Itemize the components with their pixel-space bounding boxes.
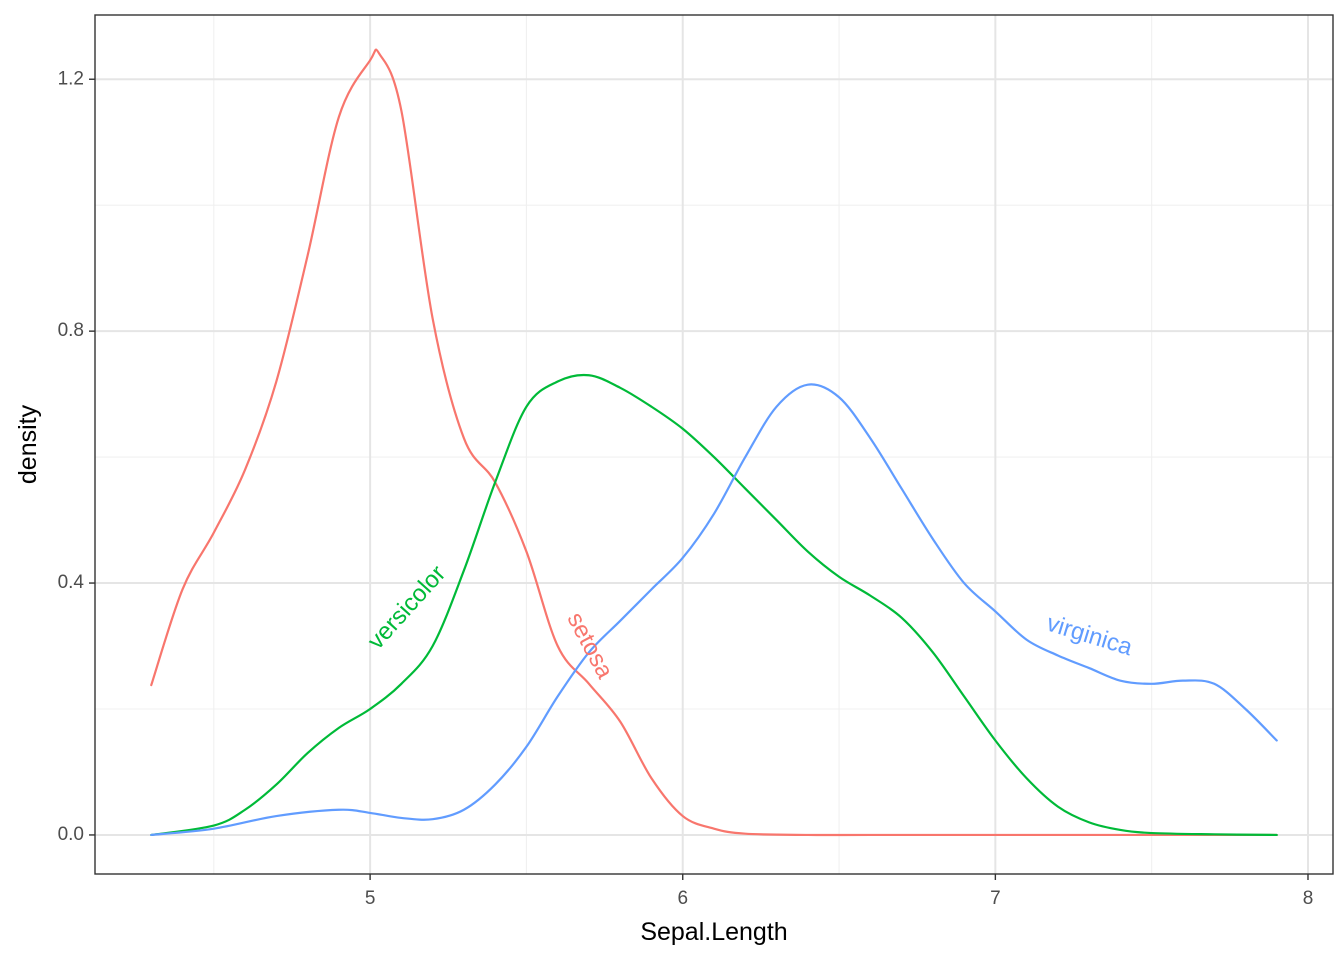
y-axis-ticks: 0.0 0.4 0.8 1.2 (58, 68, 95, 845)
y-tick-label: 0.0 (58, 824, 84, 845)
y-tick-label: 0.4 (58, 572, 85, 593)
x-axis-title: Sepal.Length (640, 918, 787, 946)
y-tick-label: 0.8 (58, 320, 84, 341)
x-tick-label: 6 (677, 888, 688, 909)
major-gridlines (95, 15, 1333, 874)
x-tick-label: 7 (990, 888, 1001, 909)
x-tick-label: 5 (365, 888, 376, 909)
series-line-versicolor (150, 373, 1278, 837)
panel-border (94, 14, 1334, 875)
series-lines (150, 48, 1278, 837)
y-tick-label: 1.2 (58, 68, 84, 89)
series-line-virginica (150, 383, 1278, 837)
x-tick-label: 8 (1303, 888, 1314, 909)
x-axis-ticks: 5 6 7 8 (365, 874, 1313, 909)
y-axis-title: density (14, 404, 42, 484)
